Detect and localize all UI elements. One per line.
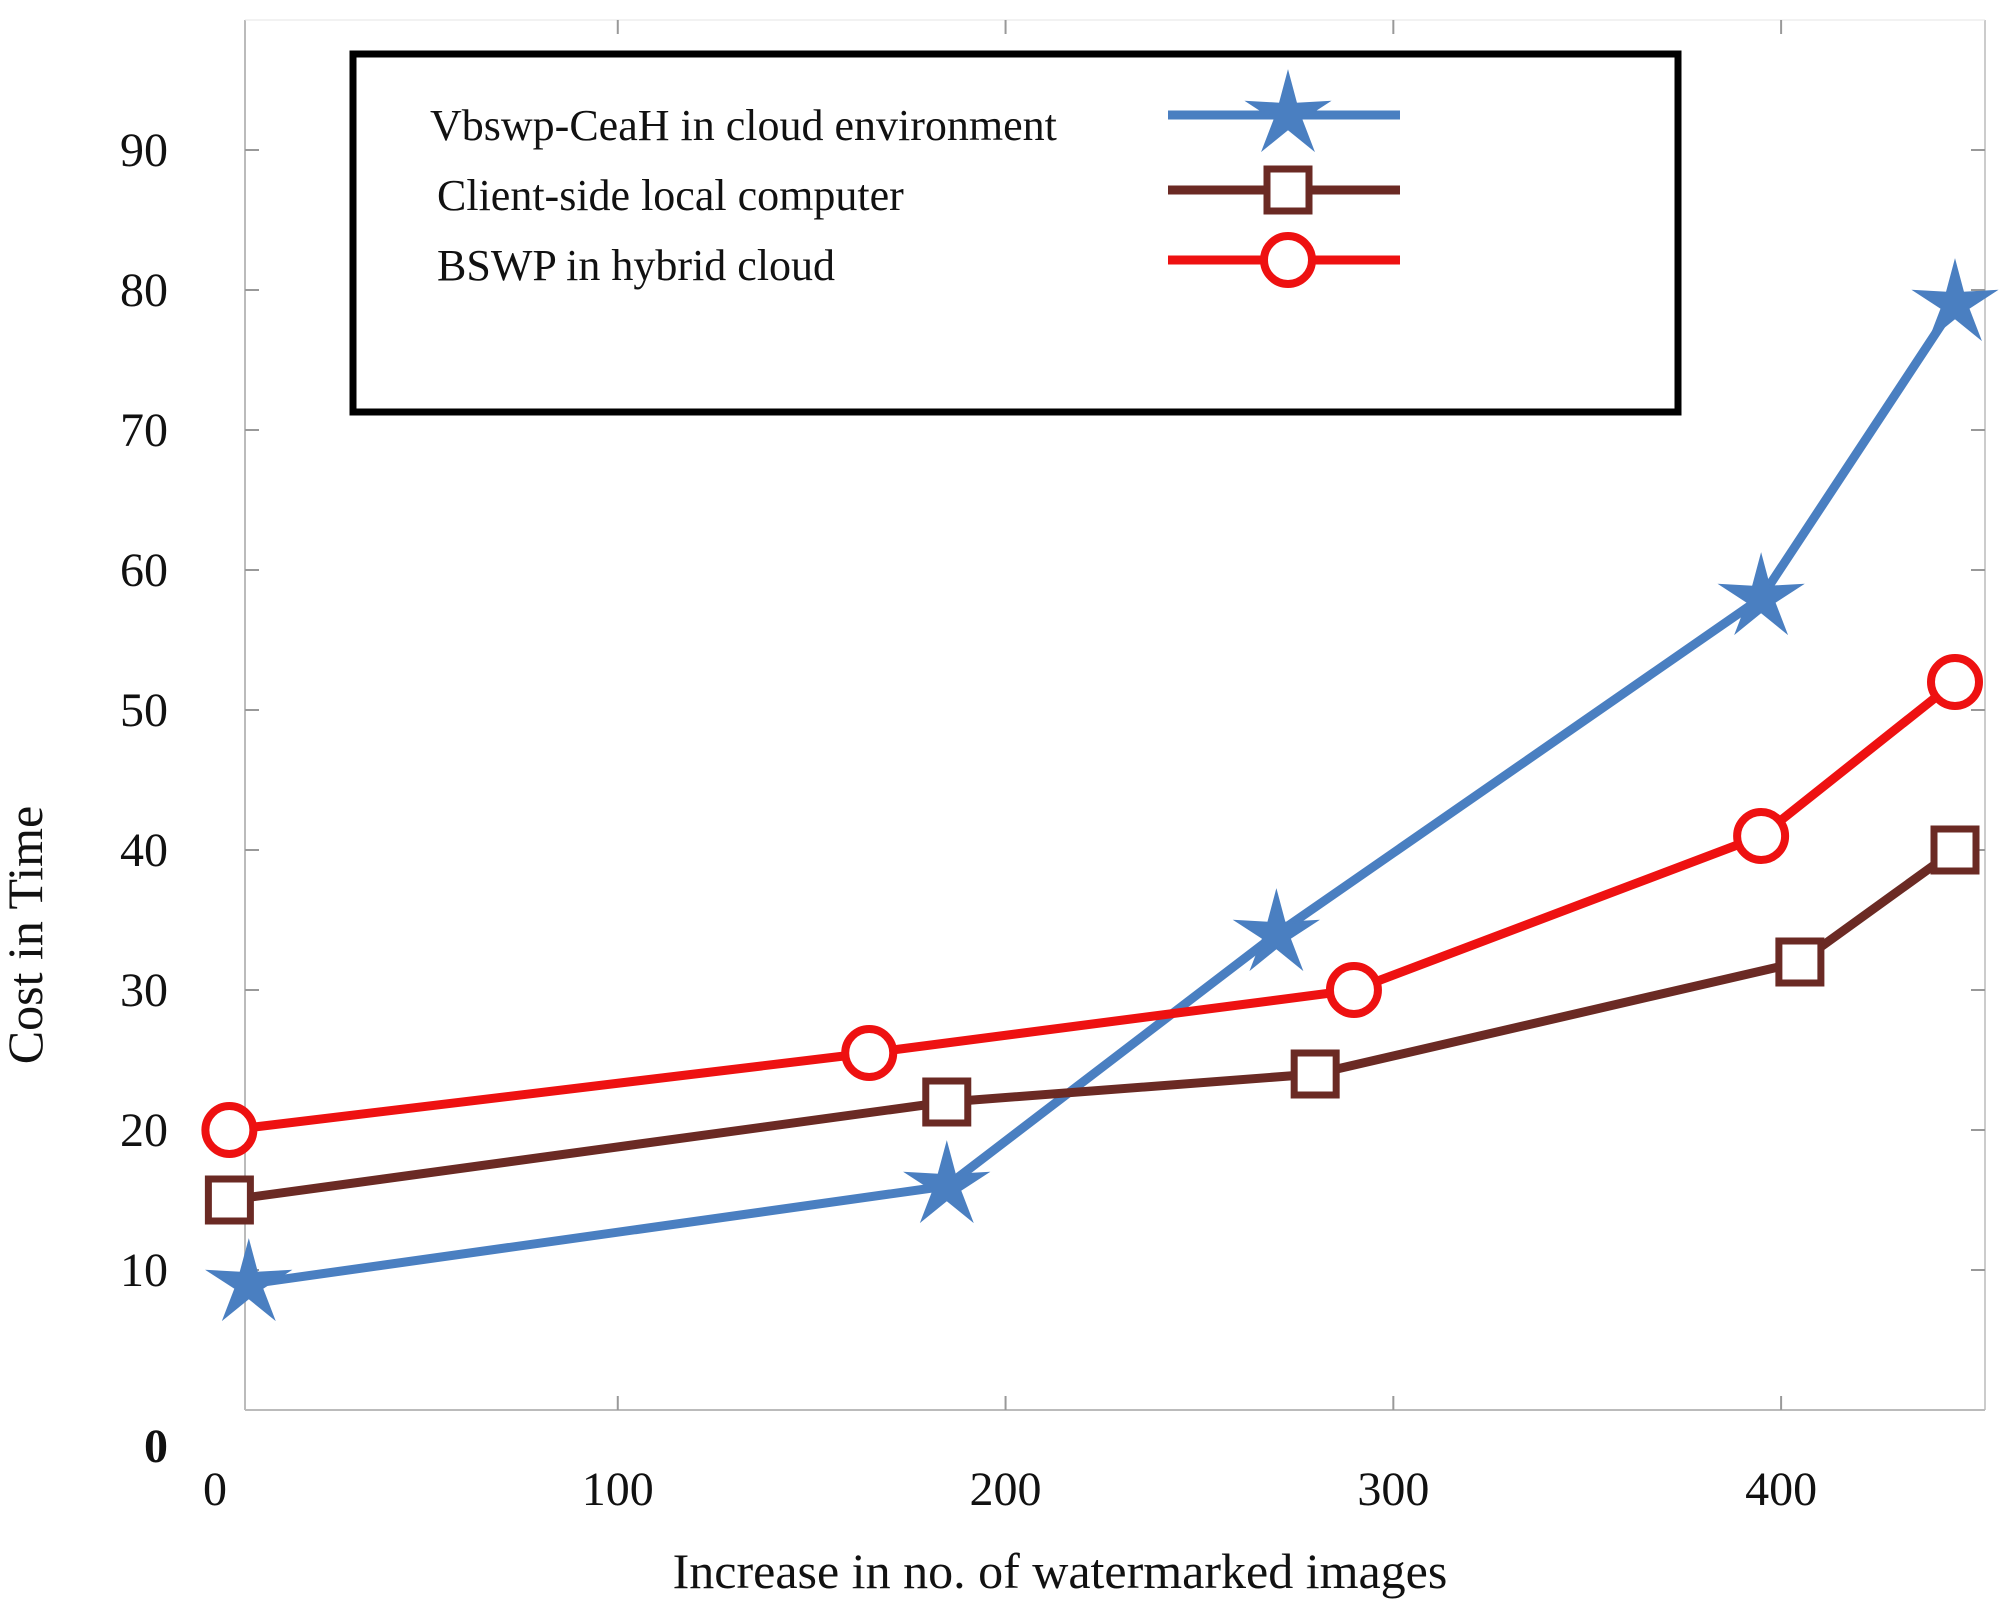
data-point [1930, 825, 1980, 875]
y-tick-label: 30 [120, 964, 168, 1017]
x-axis-title: Increase in no. of watermarked images [673, 1543, 1448, 1599]
y-tick-label: 10 [120, 1244, 168, 1297]
data-point [201, 1102, 258, 1158]
x-axis: 0 100 200 300 400 [203, 20, 1817, 1516]
data-point [1325, 962, 1382, 1018]
series-circle [201, 654, 1983, 1158]
y-tick-label: 90 [120, 124, 168, 177]
y-axis-title: Cost in Time [0, 806, 53, 1064]
y-tick-label: 50 [120, 684, 168, 737]
y-tick-label: 0 [144, 1420, 168, 1473]
x-tick-label: 300 [1357, 1463, 1429, 1516]
y-tick-label: 80 [120, 264, 168, 317]
x-tick-label: 400 [1745, 1463, 1817, 1516]
legend-marker [1244, 69, 1332, 153]
y-axis: 0 10 20 30 40 50 60 70 80 90 [120, 124, 1985, 1473]
data-point [204, 1175, 254, 1225]
data-point [1717, 552, 1805, 636]
legend-marker [1263, 165, 1313, 215]
series-line [228, 678, 1958, 1135]
x-tick-label: 0 [203, 1463, 227, 1516]
data-point [1290, 1049, 1340, 1099]
y-tick-label: 60 [120, 544, 168, 597]
data-point [1911, 258, 1999, 342]
legend-box [349, 50, 1682, 416]
x-tick-label: 100 [582, 1463, 654, 1516]
y-tick-label: 20 [120, 1104, 168, 1157]
series-layer [201, 258, 1999, 1322]
legend-label: BSWP in hybrid cloud [437, 241, 835, 290]
series-star [205, 258, 1999, 1322]
x-tick-label: 200 [970, 1463, 1042, 1516]
y-tick-label: 40 [120, 824, 168, 877]
data-point [841, 1025, 898, 1081]
legend-label: Vbswp-CeaH in cloud environment [430, 101, 1057, 150]
legend: Vbswp-CeaH in cloud environment Client-si… [349, 50, 1682, 416]
y-tick-label: 70 [120, 404, 168, 457]
legend-label: Client-side local computer [437, 171, 904, 220]
legend-marker [1260, 232, 1316, 288]
data-point [1733, 808, 1790, 864]
data-point [1775, 937, 1825, 987]
data-point [205, 1238, 293, 1322]
data-point [1927, 654, 1983, 710]
series-square [204, 825, 1980, 1225]
series-line [248, 301, 1959, 1289]
data-point [903, 1140, 991, 1224]
data-point [1232, 888, 1320, 972]
data-point [922, 1077, 972, 1127]
